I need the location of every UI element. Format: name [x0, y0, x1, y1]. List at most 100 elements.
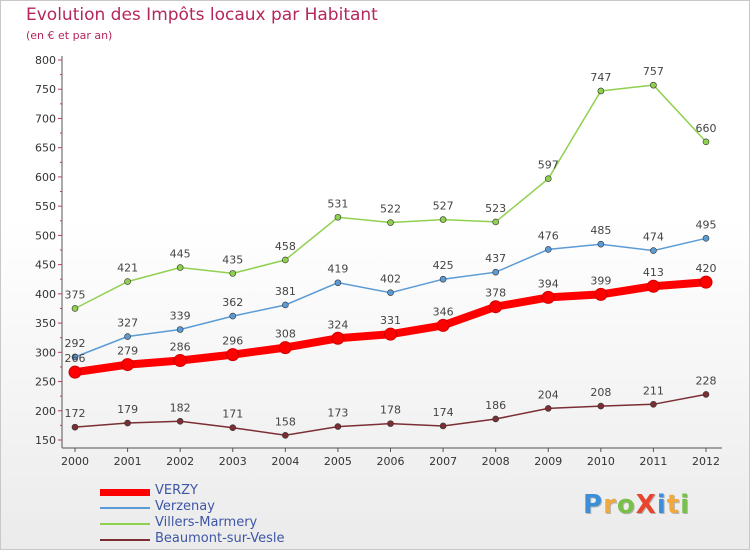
data-point-verzy: [121, 358, 135, 372]
data-point-villers-marmery: [650, 81, 657, 89]
data-label-villers-marmery: 757: [643, 65, 664, 78]
y-tick-label: 600: [35, 171, 56, 184]
y-tick-label: 150: [35, 434, 56, 447]
data-label-beaumont-sur-vesle: 228: [696, 374, 717, 387]
y-tick-label: 250: [35, 376, 56, 389]
data-point-verzy: [436, 318, 450, 332]
data-label-verzy: 286: [170, 340, 191, 353]
y-tick-label: 400: [35, 288, 56, 301]
data-label-villers-marmery: 597: [538, 159, 559, 172]
logo-letter: i: [680, 490, 691, 520]
y-tick-label: 550: [35, 200, 56, 213]
x-tick-label: 2008: [482, 455, 510, 468]
data-point-villers-marmery: [492, 218, 499, 226]
logo-letter: i: [656, 490, 667, 520]
data-point-verzenay: [650, 247, 657, 254]
data-point-verzenay: [702, 235, 710, 242]
data-label-beaumont-sur-vesle: 178: [380, 404, 401, 417]
y-tick-label: 700: [35, 112, 56, 125]
data-point-villers-marmery: [702, 138, 710, 146]
x-tick-label: 2003: [219, 455, 247, 468]
data-point-verzenay: [597, 240, 605, 248]
data-label-beaumont-sur-vesle: 173: [327, 407, 348, 420]
data-label-verzy: 279: [117, 345, 138, 358]
line-chart: 150 200 250 300 350 400 450 500 550 600 650 700 750 8…: [35, 54, 722, 468]
data-point-villers-marmery: [282, 256, 289, 264]
logo-letter: o: [616, 490, 636, 520]
x-tick-label: 2012: [692, 455, 720, 468]
data-label-verzy: 324: [327, 318, 348, 331]
data-point-beaumont-sur-vesle: [387, 420, 394, 427]
logo-letter: t: [666, 490, 681, 520]
data-label-beaumont-sur-vesle: 158: [275, 415, 296, 428]
data-point-verzenay: [387, 289, 394, 296]
data-label-villers-marmery: 523: [485, 202, 506, 215]
data-label-verzenay: 419: [327, 263, 348, 276]
data-label-villers-marmery: 660: [696, 122, 717, 135]
legend-swatch: [100, 523, 150, 525]
x-tick-label: 2011: [639, 455, 667, 468]
data-point-beaumont-sur-vesle: [124, 419, 131, 427]
data-label-verzenay: 485: [590, 224, 611, 237]
data-label-verzy: 308: [275, 328, 296, 341]
data-label-verzenay: 474: [643, 231, 664, 244]
data-point-villers-marmery: [439, 216, 447, 223]
data-label-verzy: 399: [590, 274, 611, 287]
y-tick-label: 750: [35, 83, 56, 96]
data-point-beaumont-sur-vesle: [492, 415, 499, 423]
data-point-villers-marmery: [597, 87, 605, 95]
data-point-verzenay: [439, 275, 447, 283]
data-point-verzy: [226, 348, 240, 362]
legend-swatch: [100, 507, 150, 509]
x-tick-label: 2007: [429, 455, 457, 468]
logo-letter: r: [603, 490, 617, 520]
y-tick-label: 200: [35, 405, 56, 418]
legend-swatch: [100, 489, 150, 496]
data-point-villers-marmery: [229, 270, 237, 277]
data-label-beaumont-sur-vesle: 208: [590, 386, 611, 399]
x-tick-label: 2001: [114, 455, 142, 468]
legend-label: Verzenay: [155, 499, 215, 514]
data-label-verzy: 413: [643, 266, 664, 279]
data-label-verzy: 266: [65, 352, 86, 365]
data-point-beaumont-sur-vesle: [702, 391, 710, 398]
data-point-verzy: [646, 279, 660, 293]
data-label-verzy: 296: [222, 335, 243, 348]
x-tick-label: 2005: [324, 455, 352, 468]
data-label-verzenay: 437: [485, 252, 506, 265]
data-label-villers-marmery: 747: [590, 71, 611, 84]
data-label-verzy: 420: [696, 262, 717, 275]
data-point-verzenay: [176, 326, 184, 333]
logo-letter: P: [583, 490, 604, 520]
data-point-beaumont-sur-vesle: [334, 423, 342, 430]
data-label-villers-marmery: 522: [380, 203, 401, 216]
data-label-villers-marmery: 435: [222, 253, 243, 266]
data-label-verzenay: 292: [65, 337, 86, 350]
legend-label: Beaumont-sur-Vesle: [155, 531, 285, 546]
x-tick-label: 2004: [271, 455, 299, 468]
legend-swatch: [100, 539, 150, 541]
logo-letter: X: [635, 490, 657, 520]
data-point-beaumont-sur-vesle: [544, 405, 552, 412]
data-point-villers-marmery: [124, 278, 131, 285]
data-label-verzenay: 425: [433, 259, 454, 272]
data-point-beaumont-sur-vesle: [229, 424, 237, 432]
data-point-villers-marmery: [334, 213, 342, 221]
data-point-verzy: [489, 300, 503, 314]
data-point-villers-marmery: [387, 219, 394, 226]
data-label-verzenay: 381: [275, 285, 296, 298]
y-tick-label: 300: [35, 346, 56, 359]
chart-title: Evolution des Impôts locaux par Habitant: [26, 5, 378, 25]
data-label-beaumont-sur-vesle: 211: [643, 384, 664, 397]
data-label-verzenay: 362: [222, 296, 243, 309]
legend-label: VERZY: [155, 483, 198, 498]
data-label-beaumont-sur-vesle: 186: [485, 399, 506, 412]
chart-subtitle: (en € et par an): [26, 29, 113, 42]
data-point-verzenay: [544, 246, 552, 253]
data-point-villers-marmery: [544, 175, 552, 182]
data-label-beaumont-sur-vesle: 179: [117, 403, 138, 416]
data-point-verzy: [278, 341, 292, 355]
x-tick-label: 2009: [534, 455, 562, 468]
proxiti-logo: ProXiti: [583, 490, 690, 520]
data-label-villers-marmery: 375: [65, 288, 86, 301]
